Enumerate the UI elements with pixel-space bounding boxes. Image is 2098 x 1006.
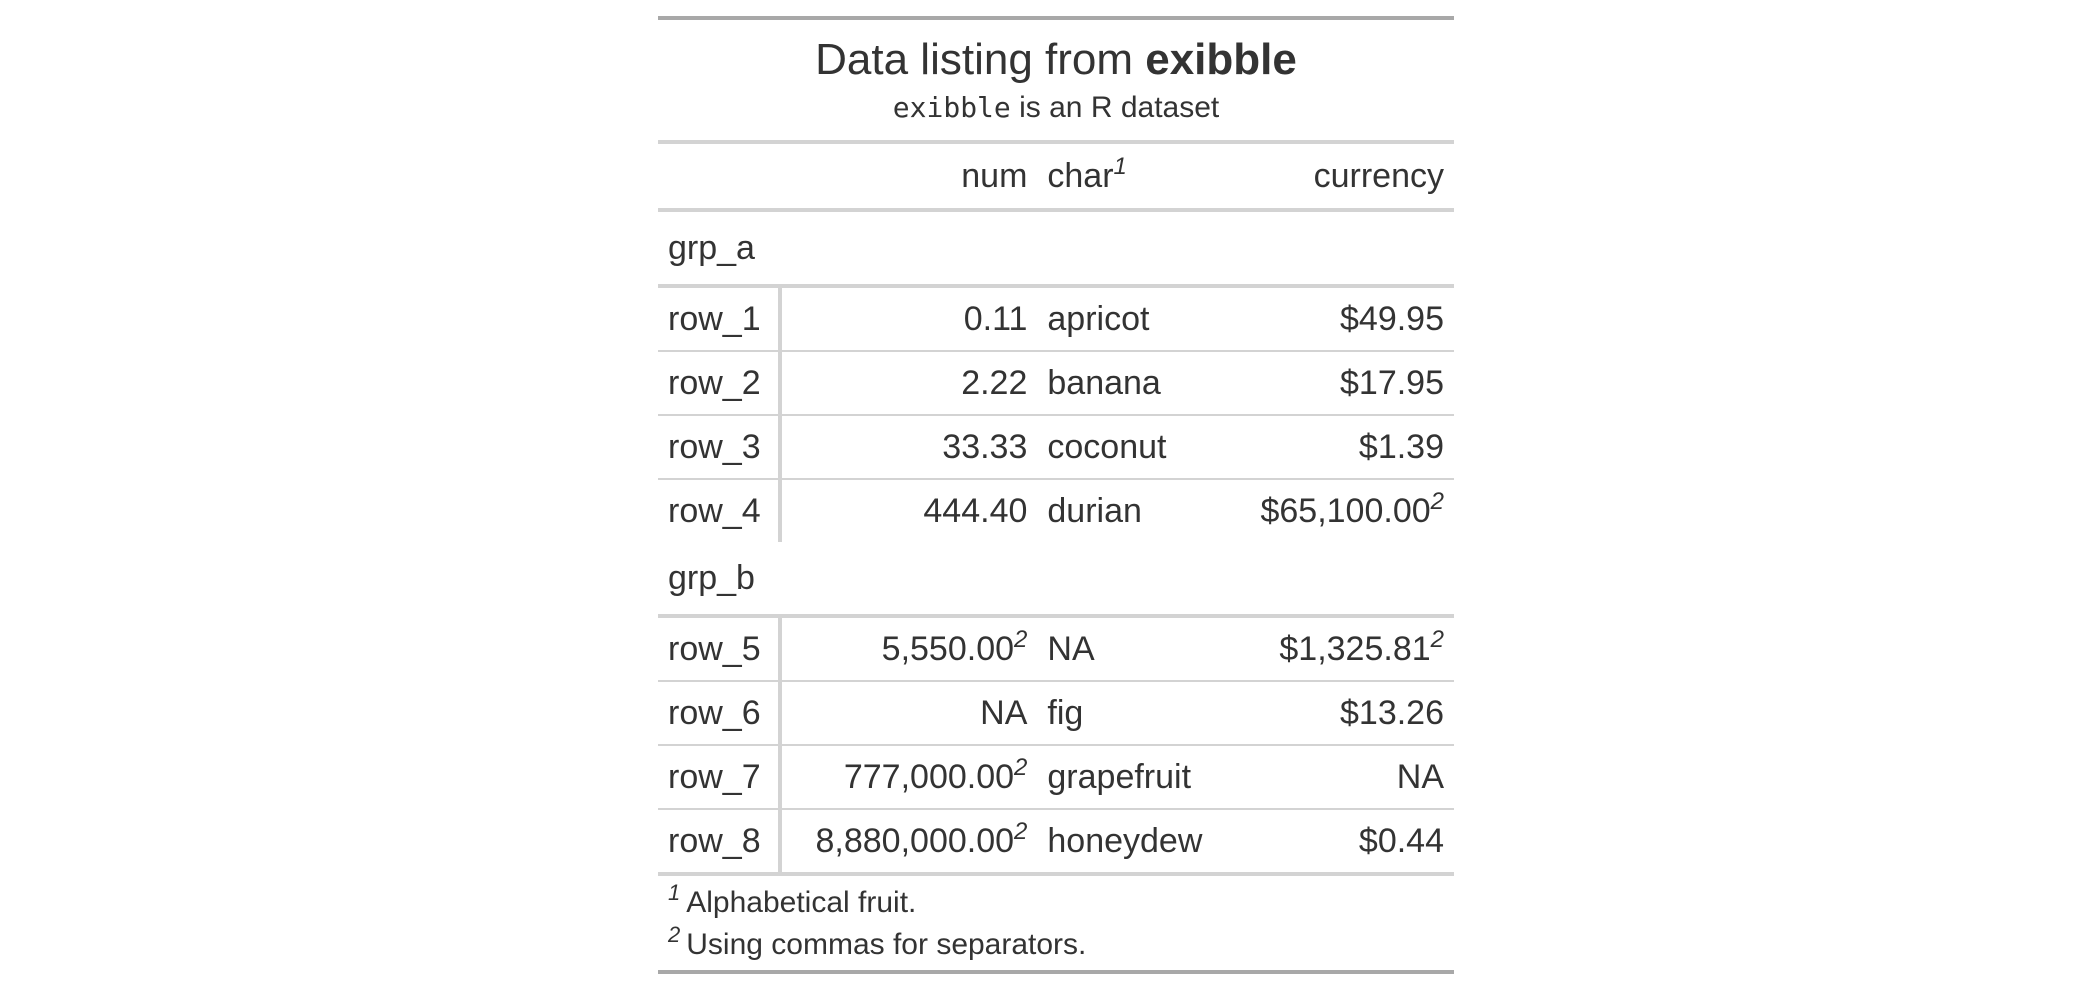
row-stub-cell: row_5 (658, 616, 782, 681)
column-heading-char: char1 (1037, 142, 1230, 212)
currency-value: NA (1396, 757, 1444, 796)
row-group-heading: grp_a (658, 210, 1454, 288)
table-title: Data listing from exibble (658, 18, 1454, 88)
footnote-mark: 1 (1113, 152, 1127, 180)
table-title-prefix: Data listing from (815, 35, 1146, 84)
num-cell: 33.33 (780, 414, 1038, 479)
table-row: row_7 777,000.002 grapefruit NA (658, 744, 1454, 809)
num-value: 33.33 (942, 427, 1028, 466)
footnote-text: Using commas for separators. (686, 928, 1087, 961)
table-title-bold: exibble (1145, 35, 1297, 84)
currency-value: $13.26 (1340, 693, 1444, 732)
footnote-mark: 2 (1014, 753, 1028, 781)
currency-cell: $0.44 (1229, 808, 1454, 874)
currency-cell: NA (1229, 744, 1454, 809)
table-row: row_1 0.11 apricot $49.95 (658, 286, 1454, 351)
num-cell: 2.22 (780, 350, 1038, 415)
column-heading-currency: currency (1229, 142, 1454, 212)
num-cell: 444.40 (780, 478, 1038, 542)
data-table: Data listing from exibble exibble is an … (658, 16, 1454, 974)
char-cell: banana (1037, 350, 1230, 415)
num-cell: 5,550.002 (780, 616, 1037, 681)
table-row: row_3 33.33 coconut $1.39 (658, 414, 1454, 479)
currency-cell: $65,100.002 (1229, 478, 1454, 542)
char-cell: grapefruit (1037, 744, 1230, 809)
char-cell: NA (1047, 629, 1095, 668)
title-row: Data listing from exibble (658, 18, 1454, 88)
footnotes-cell: 1 Alphabetical fruit. 2 Using commas for s… (658, 872, 1454, 972)
footnote-mark: 2 (1014, 625, 1028, 653)
footnote-text: Alphabetical fruit. (686, 886, 917, 919)
char-cell: fig (1037, 680, 1230, 745)
currency-cell: $49.95 (1230, 286, 1454, 351)
footnote-mark: 2 (1430, 487, 1444, 515)
currency-value: $49.95 (1340, 299, 1444, 338)
num-cell: 8,880,000.002 (780, 808, 1038, 874)
row-stub-cell: row_6 (658, 680, 782, 745)
row-stub-cell: row_4 (658, 478, 782, 542)
row-stub-cell: row_7 (658, 744, 782, 809)
column-headings: num char1 currency (658, 142, 1454, 212)
num-value: 5,550.00 (881, 629, 1015, 668)
footnote-mark: 2 (1430, 625, 1444, 653)
row-group-heading: grp_b (658, 542, 1454, 618)
currency-value: $17.95 (1340, 363, 1444, 402)
footnote-mark: 1 (668, 879, 681, 905)
table-row: row_5 5,550.002 NA $1,325.812 (658, 616, 1454, 681)
footnote-2: 2 Using commas for separators. (668, 921, 1444, 966)
subtitle-row: exibble is an R dataset (658, 88, 1454, 144)
row-stub-cell: row_1 (658, 286, 782, 351)
column-heading-char-label: char (1047, 156, 1114, 195)
char-cell: apricot (1047, 299, 1150, 338)
char-cell: honeydew (1037, 808, 1230, 874)
row-stub-cell: row_3 (658, 414, 782, 479)
num-cell: 0.11 (780, 286, 1037, 351)
currency-value: $0.44 (1358, 821, 1444, 860)
currency-cell: $13.26 (1229, 680, 1454, 745)
row-group-label: grp_b (658, 542, 1454, 618)
table-subtitle-code: exibble (892, 91, 1011, 124)
table-row: row_2 2.22 banana $17.95 (658, 350, 1454, 415)
currency-value: $65,100.00 (1260, 491, 1431, 530)
char-cell: durian (1037, 478, 1230, 542)
num-value: 0.11 (963, 299, 1028, 338)
footnotes: 1 Alphabetical fruit. 2 Using commas for s… (658, 872, 1454, 972)
num-cell: NA (780, 680, 1038, 745)
currency-value: $1,325.81 (1279, 629, 1431, 668)
num-value: 444.40 (923, 491, 1028, 530)
row-stub-cell: row_8 (658, 808, 782, 874)
table-subtitle-rest: is an R dataset (1010, 91, 1220, 124)
currency-cell: $17.95 (1229, 350, 1454, 415)
table-row: row_6 NA fig $13.26 (658, 680, 1454, 745)
row-stub-cell: row_2 (658, 350, 782, 415)
table-row: row_8 8,880,000.002 honeydew $0.44 (658, 808, 1454, 874)
table-subtitle: exibble is an R dataset (658, 88, 1454, 144)
gt-table-container: Data listing from exibble exibble is an … (658, 16, 1454, 974)
table-row: row_4 444.40 durian $65,100.002 (658, 478, 1454, 542)
currency-cell: $1,325.812 (1230, 616, 1454, 681)
currency-cell: $1.39 (1229, 414, 1454, 479)
num-value: 8,880,000.00 (815, 821, 1015, 860)
footnote-mark: 2 (668, 921, 681, 947)
column-heading-num: num (780, 142, 1038, 212)
char-cell: coconut (1037, 414, 1230, 479)
footnote-1: 1 Alphabetical fruit. (668, 879, 1444, 924)
num-value: 2.22 (961, 363, 1028, 402)
table-body: grp_a row_1 0.11 apricot $49.95 row_2 2.22 bana… (658, 210, 1454, 874)
stub-column-heading (658, 142, 780, 212)
row-group-label: grp_a (658, 210, 1454, 288)
num-cell: 777,000.002 (780, 744, 1038, 809)
num-value: 777,000.00 (843, 757, 1015, 796)
currency-value: $1.39 (1358, 427, 1444, 466)
footnote-mark: 2 (1014, 817, 1028, 845)
num-value: NA (980, 693, 1028, 732)
